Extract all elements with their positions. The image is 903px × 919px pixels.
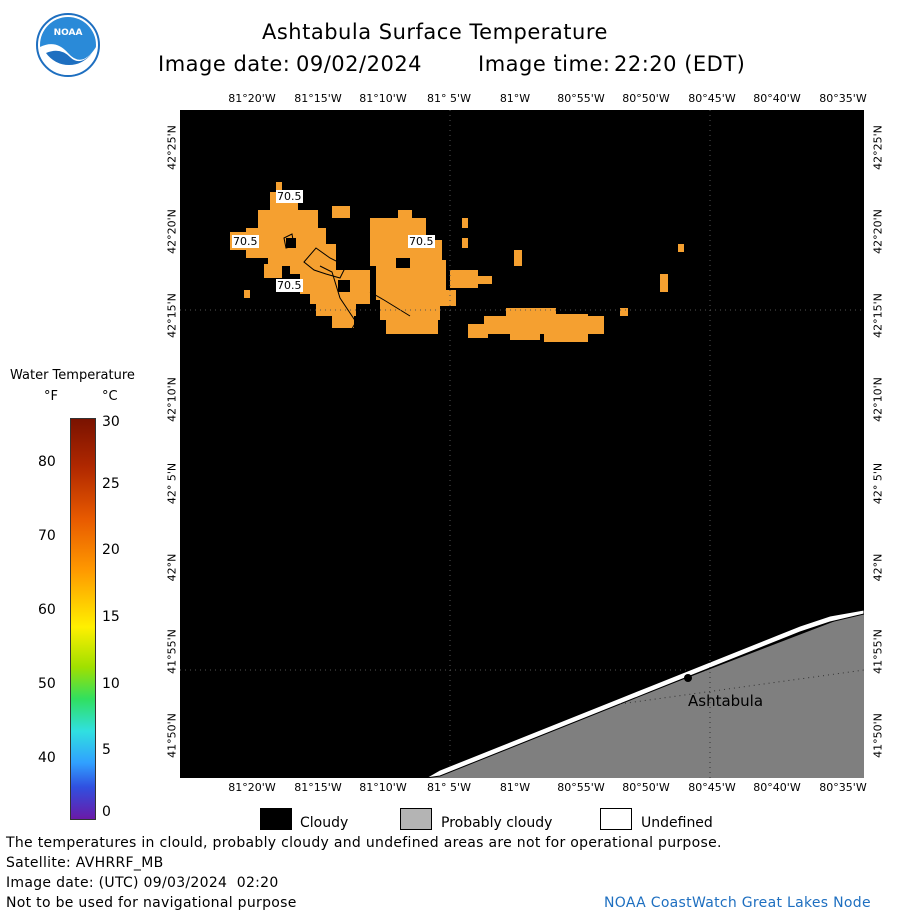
fahrenheit-tick: 80 — [38, 454, 56, 470]
unit-fahrenheit: °F — [44, 389, 58, 404]
colorbar-title: Water Temperature — [10, 368, 135, 383]
celsius-tick: 20 — [102, 542, 120, 558]
utc-date-text: Image date: (UTC) 09/03/2024 02:20 — [6, 875, 279, 891]
celsius-tick: 5 — [102, 742, 111, 758]
celsius-tick: 0 — [102, 804, 111, 820]
longitude-label: 80°55'W — [557, 781, 605, 794]
longitude-label: 81°20'W — [228, 92, 276, 105]
credit-text: NOAA CoastWatch Great Lakes Node — [604, 895, 871, 911]
colorbar — [70, 418, 96, 820]
legend-probably-cloudy-swatch — [400, 808, 432, 830]
image-time-value: 22:20 (EDT) — [614, 52, 746, 76]
celsius-tick: 25 — [102, 476, 120, 492]
latitude-label: 42°15'N — [165, 293, 179, 338]
latitude-label: 42°25'N — [165, 125, 179, 170]
isotherm-contours — [283, 233, 411, 333]
longitude-label: 81°W — [499, 92, 531, 105]
longitude-label: 80°35'W — [819, 781, 867, 794]
fahrenheit-tick: 60 — [38, 602, 56, 618]
latitude-label: 42° 5'N — [871, 462, 885, 505]
image-date-value: 09/02/2024 — [296, 52, 423, 76]
fahrenheit-tick: 40 — [38, 750, 56, 766]
noaa-logo: NOAA — [36, 13, 100, 77]
latitude-label: 42°10'N — [871, 377, 885, 422]
isotherm-label: 70.5 — [232, 235, 259, 248]
longitude-label: 81°10'W — [359, 781, 407, 794]
celsius-tick: 10 — [102, 676, 120, 692]
celsius-tick: 15 — [102, 609, 120, 625]
satellite-text: Satellite: AVHRRF_MB — [6, 855, 164, 871]
page-title: Ashtabula Surface Temperature — [262, 20, 608, 44]
isotherm-label: 70.5 — [408, 235, 435, 248]
fahrenheit-tick: 50 — [38, 676, 56, 692]
legend-undefined-swatch — [600, 808, 632, 830]
latitude-label: 42°10'N — [165, 377, 179, 422]
latitude-label: 42°N — [165, 553, 179, 582]
legend-cloudy-label: Cloudy — [300, 815, 349, 831]
legend-undefined-label: Undefined — [641, 815, 713, 831]
latitude-label: 41°50'N — [871, 713, 885, 758]
image-time-label: Image time: — [478, 52, 611, 76]
latitude-label: 41°55'N — [871, 629, 885, 674]
longitude-label: 81°20'W — [228, 781, 276, 794]
latitude-label: 41°50'N — [165, 713, 179, 758]
longitude-label: 80°50'W — [622, 92, 670, 105]
celsius-tick: 30 — [102, 414, 120, 430]
legend-cloudy-swatch — [260, 808, 292, 830]
longitude-label: 80°50'W — [622, 781, 670, 794]
longitude-label: 81° 5'W — [427, 92, 471, 105]
image-date-label: Image date: — [158, 52, 291, 76]
longitude-label: 81°15'W — [294, 92, 342, 105]
isotherm-label: 70.5 — [276, 190, 303, 203]
longitude-label: 80°45'W — [688, 781, 736, 794]
longitude-label: 81°15'W — [294, 781, 342, 794]
latitude-label: 42°25'N — [871, 125, 885, 170]
longitude-label: 81°10'W — [359, 92, 407, 105]
ashtabula-marker — [684, 674, 692, 682]
latitude-label: 42°15'N — [871, 293, 885, 338]
temperature-map — [180, 110, 865, 779]
longitude-label: 80°45'W — [688, 92, 736, 105]
longitude-label: 81°W — [499, 781, 531, 794]
city-label: Ashtabula — [688, 692, 764, 710]
unit-celsius: °C — [102, 389, 118, 404]
noaa-logo-text: NOAA — [53, 28, 83, 38]
latitude-label: 42°20'N — [871, 209, 885, 254]
latitude-label: 41°55'N — [165, 629, 179, 674]
longitude-label: 80°40'W — [753, 781, 801, 794]
latitude-label: 42°N — [871, 553, 885, 582]
fahrenheit-tick: 70 — [38, 528, 56, 544]
latitude-label: 42° 5'N — [165, 462, 179, 505]
disclaimer-text: The temperatures in clould, probably clo… — [6, 835, 722, 851]
latitude-label: 42°20'N — [165, 209, 179, 254]
longitude-label: 80°35'W — [819, 92, 867, 105]
legend-probably-cloudy-label: Probably cloudy — [441, 815, 553, 831]
longitude-label: 80°55'W — [557, 92, 605, 105]
navigation-warning: Not to be used for navigational purpose — [6, 895, 297, 911]
longitude-label: 80°40'W — [753, 92, 801, 105]
isotherm-label: 70.5 — [276, 279, 303, 292]
longitude-label: 81° 5'W — [427, 781, 471, 794]
